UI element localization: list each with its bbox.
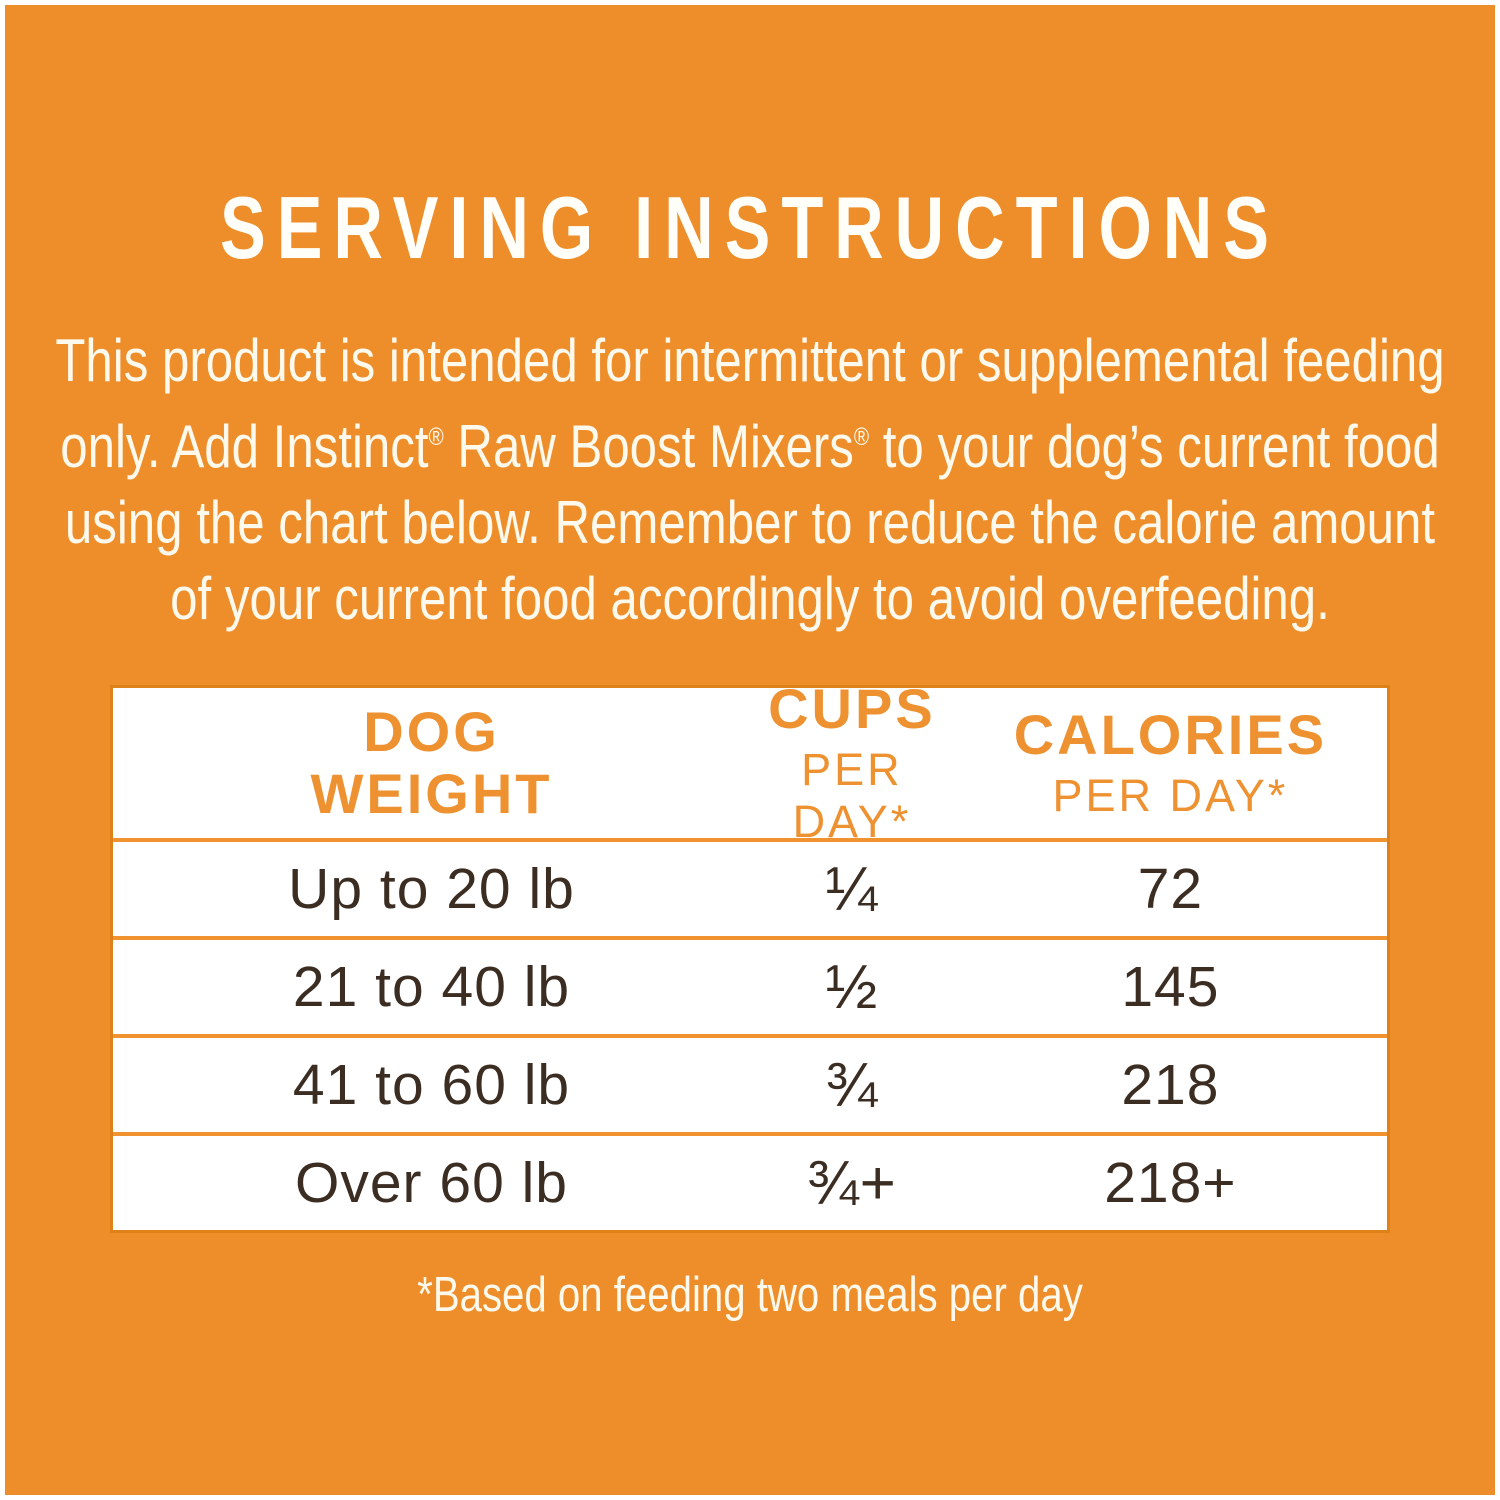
- weight-cell: 41 to 60 lb: [292, 1053, 571, 1117]
- feeding-table: DOG WEIGHT CUPS PER DAY* CALORIES PER DA…: [110, 678, 1390, 1233]
- intro-line-2-text: only. Add Instinct: [60, 413, 429, 480]
- weight-cell: Over 60 lb: [295, 1151, 568, 1215]
- table-header-row: DOG WEIGHT CUPS PER DAY* CALORIES PER DA…: [113, 678, 1387, 848]
- header-calories: CALORIES PER DAY*: [954, 704, 1387, 822]
- calories-cell: 218: [1121, 1053, 1220, 1117]
- weight-cell: 21 to 40 lb: [292, 955, 571, 1019]
- cups-cell: ¾: [825, 1050, 879, 1120]
- page-title: SERVING INSTRUCTIONS: [220, 178, 1280, 277]
- cups-cell: ¾+: [806, 1148, 897, 1218]
- header-cups-title: CUPS: [768, 677, 936, 740]
- intro-line-1: This product is intended for intermitten…: [55, 327, 1445, 394]
- table-row: Up to 20 lb ¼ 72: [113, 838, 1387, 936]
- intro-line-2: only. Add Instinct® Raw Boost Mixers® to…: [53, 399, 1447, 485]
- cups-cell: ½: [825, 952, 879, 1022]
- intro-line-2-text: to your dog’s current food: [869, 413, 1440, 480]
- header-cups-subtitle: PER DAY*: [792, 744, 912, 847]
- table-row: Over 60 lb ¾+ 218+: [113, 1132, 1387, 1230]
- header-cups: CUPS PER DAY*: [750, 678, 954, 848]
- registered-mark-icon: ®: [853, 423, 870, 451]
- intro-line-2-text: Raw Boost Mixers: [443, 413, 854, 480]
- intro-line-3: using the chart below. Remember to reduc…: [64, 489, 1436, 556]
- intro-line-4: of your current food accordingly to avoi…: [170, 565, 1330, 632]
- calories-cell: 145: [1121, 955, 1220, 1019]
- header-dog-weight-line2: WEIGHT: [310, 762, 553, 825]
- table-row: 21 to 40 lb ½ 145: [113, 936, 1387, 1034]
- header-dog-weight: DOG WEIGHT: [113, 701, 750, 825]
- calories-cell: 218+: [1104, 1151, 1237, 1215]
- table-row: 41 to 60 lb ¾ 218: [113, 1034, 1387, 1132]
- header-calories-subtitle: PER DAY*: [1052, 770, 1289, 821]
- intro-paragraph: This product is intended for intermitten…: [53, 323, 1447, 637]
- registered-mark-icon: ®: [428, 423, 444, 451]
- weight-cell: Up to 20 lb: [288, 857, 575, 921]
- label-panel: SERVING INSTRUCTIONS This product is int…: [5, 5, 1495, 1495]
- header-calories-title: CALORIES: [1013, 703, 1328, 766]
- cups-cell: ¼: [825, 854, 879, 924]
- header-dog-weight-line1: DOG: [363, 700, 500, 763]
- calories-cell: 72: [1137, 857, 1204, 921]
- footnote: *Based on feeding two meals per day: [417, 1268, 1083, 1322]
